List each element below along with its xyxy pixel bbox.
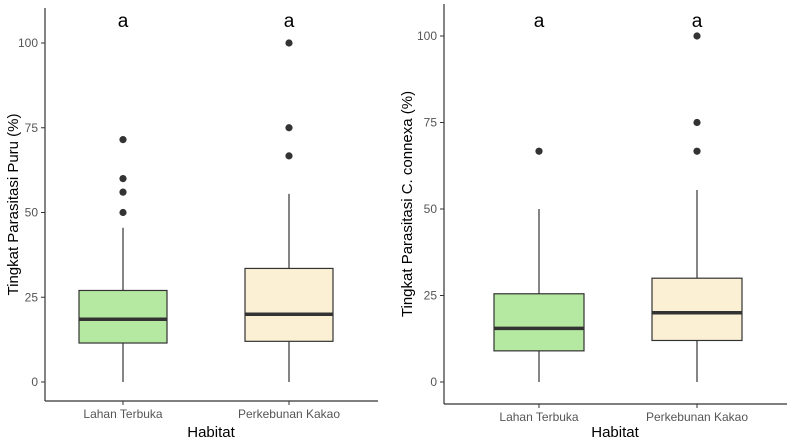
panel2-y-tick-label-50: 50: [424, 202, 438, 216]
panel1-y-tick-label-75: 75: [25, 121, 39, 135]
panel2-box-2-outlier-1: [693, 147, 701, 155]
panel1-box-1-outlier-4: [119, 136, 127, 144]
panel2-x-tick-label-1: Lahan Terbuka: [499, 410, 579, 424]
panel2-box-2-outlier-3: [693, 32, 701, 40]
panel1-box-2-outlier-1: [285, 152, 293, 160]
panel1-box-1-group-label: a: [118, 11, 129, 32]
panel2-box-1-outlier-1: [535, 147, 543, 155]
panel2-box-1-group-label: a: [534, 11, 545, 32]
panel1-box-2-iqr-box: [244, 267, 334, 342]
panel1-box-2-outlier-3: [285, 39, 293, 47]
panel2-x-axis-title: Habitat: [591, 424, 639, 440]
panel1-x-axis-title: Habitat: [187, 424, 235, 440]
panel2-y-tick-label-25: 25: [424, 289, 438, 303]
right-boxplot-panel: 0 25 50 75 100 Tingkat Parasitasi C. connexa …: [399, 4, 787, 440]
panel1-box-1-iqr-box: [78, 289, 168, 344]
panel1-y-axis-title: Tingkat Parasitasi Puru (%): [5, 113, 22, 295]
panel2-box-1-iqr-box: [493, 293, 585, 352]
panel2-box-2-group-label: a: [692, 11, 703, 32]
panel2-y-tick-label-0: 0: [430, 375, 437, 389]
panel1-x-tick-label-1: Lahan Terbuka: [83, 407, 163, 421]
panel1-box-1-outlier-1: [119, 208, 127, 217]
panel1-y-tick-label-100: 100: [18, 36, 38, 50]
left-boxplot-panel: 0 25 50 75 100 Tingkat Parasitasi Puru (%) Lah…: [5, 8, 378, 440]
panel1-box-2-outlier-2: [285, 124, 293, 132]
panel2-y-tick-label-100: 100: [417, 29, 437, 43]
panel1-y-tick-label-25: 25: [25, 290, 39, 304]
panel1-box-1-outlier-3: [119, 175, 127, 183]
panel1-box-2-group-label: a: [284, 11, 295, 32]
panel2-y-tick-label-75: 75: [424, 116, 438, 130]
panel2-box-2-iqr-box: [651, 277, 743, 342]
panel2-y-axis-title: Tingkat Parasitasi C. connexa (%): [399, 91, 416, 317]
panel2-box-2-outlier-2: [693, 118, 701, 127]
panel1-box-1-outlier-2: [119, 188, 127, 196]
panel2-x-tick-label-2: Perkebunan Kakao: [646, 410, 748, 424]
panel1-x-tick-label-2: Perkebunan Kakao: [238, 407, 340, 421]
panel1-y-tick-label-0: 0: [31, 375, 38, 389]
panel1-y-tick-label-50: 50: [25, 206, 39, 220]
